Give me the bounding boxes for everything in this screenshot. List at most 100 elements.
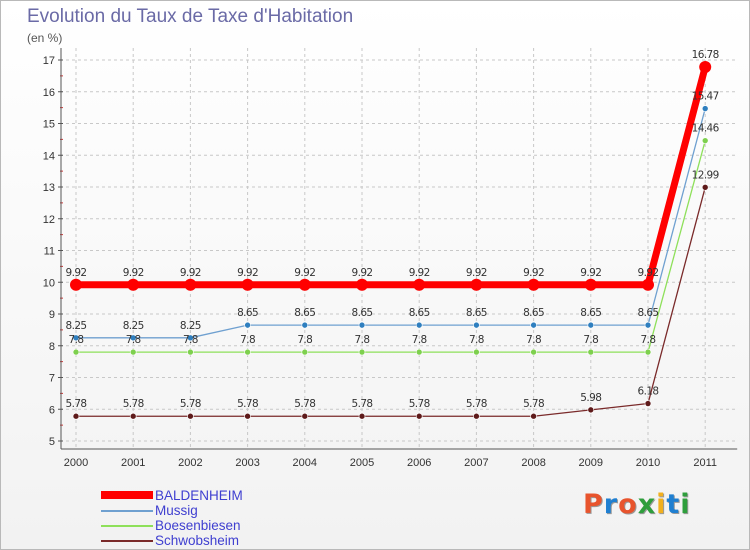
data-point-boesenbiesen bbox=[530, 348, 537, 356]
data-label-boesenbiesen: 14.46 bbox=[692, 123, 720, 135]
data-point-boesenbiesen bbox=[244, 348, 251, 356]
data-label-boesenbiesen: 7.8 bbox=[526, 334, 541, 346]
data-label-baldenheim: 16.78 bbox=[692, 49, 719, 61]
data-point-mussig bbox=[72, 334, 80, 342]
data-point-baldenheim bbox=[356, 278, 368, 291]
data-point-boesenbiesen bbox=[129, 348, 137, 356]
brand-letter: i bbox=[680, 489, 691, 520]
legend-swatch bbox=[101, 525, 153, 527]
data-label-schwobsheim: 5.98 bbox=[580, 392, 601, 404]
legend-swatch bbox=[101, 540, 153, 542]
data-point-baldenheim bbox=[642, 278, 654, 291]
series-line-boesenbiesen bbox=[75, 139, 706, 353]
x-tick-label: 2010 bbox=[636, 457, 660, 469]
data-point-baldenheim bbox=[70, 278, 82, 291]
data-point-baldenheim bbox=[470, 278, 483, 291]
data-point-mussig bbox=[301, 321, 309, 329]
y-tick-label: 11 bbox=[44, 246, 55, 258]
x-tick-label: 2003 bbox=[235, 457, 259, 469]
legend-label: Mussig bbox=[155, 503, 198, 518]
data-point-boesenbiesen bbox=[72, 348, 80, 356]
data-point-schwobsheim bbox=[415, 412, 423, 420]
chart-title: Evolution du Taux de Taxe d'Habitation bbox=[27, 6, 354, 27]
data-point-boesenbiesen bbox=[358, 348, 366, 356]
x-tick-label: 2008 bbox=[521, 457, 545, 469]
data-point-mussig bbox=[415, 321, 423, 329]
data-label-baldenheim: 9.92 bbox=[466, 267, 487, 279]
data-label-schwobsheim: 5.78 bbox=[237, 398, 258, 410]
legend-swatch bbox=[101, 491, 153, 499]
data-label-baldenheim: 9.92 bbox=[523, 267, 544, 279]
y-tick-label: 8 bbox=[49, 341, 55, 353]
data-point-mussig bbox=[473, 321, 480, 329]
series-lines bbox=[70, 60, 712, 420]
data-label-schwobsheim: 12.99 bbox=[692, 169, 719, 181]
data-label-mussig: 8.65 bbox=[237, 307, 258, 319]
data-label-baldenheim: 9.92 bbox=[638, 267, 659, 279]
data-label-baldenheim: 9.92 bbox=[237, 267, 258, 279]
brand-letter: P bbox=[583, 489, 604, 520]
data-point-baldenheim bbox=[298, 278, 311, 291]
data-label-schwobsheim: 5.78 bbox=[466, 398, 487, 410]
data-point-schwobsheim bbox=[644, 400, 652, 407]
y-tick-label: 10 bbox=[43, 277, 55, 289]
data-label-boesenbiesen: 7.8 bbox=[583, 334, 598, 346]
data-label-boesenbiesen: 7.8 bbox=[641, 334, 656, 346]
data-label-schwobsheim: 5.78 bbox=[66, 398, 87, 410]
legend-label: Boesenbiesen bbox=[155, 518, 241, 533]
brand-letter: i bbox=[656, 489, 667, 520]
legend-label: Schwobsheim bbox=[155, 533, 240, 548]
chart-subtitle: (en %) bbox=[27, 31, 63, 45]
data-point-boesenbiesen bbox=[644, 348, 652, 356]
data-point-mussig bbox=[587, 321, 595, 329]
axes: 5 6 7 8 9 10 11 12 13 14 15 16 17 2000 2001 2002 2003 200… bbox=[43, 48, 738, 469]
y-tick-label: 16 bbox=[43, 87, 55, 99]
y-tick-label: 14 bbox=[43, 150, 55, 162]
data-label-mussig: 8.65 bbox=[580, 307, 601, 319]
x-tick-label: 2005 bbox=[350, 457, 374, 469]
data-label-baldenheim: 9.92 bbox=[352, 267, 373, 279]
data-label-mussig: 8.65 bbox=[409, 307, 430, 319]
data-label-mussig: 8.65 bbox=[523, 307, 544, 319]
brand-letter: r bbox=[603, 489, 619, 520]
brand-letter: x bbox=[637, 489, 657, 520]
y-tick-label: 6 bbox=[49, 404, 55, 416]
data-point-baldenheim bbox=[527, 278, 540, 291]
data-point-schwobsheim bbox=[358, 412, 366, 420]
series-line-baldenheim bbox=[72, 63, 709, 289]
brand-letter: t bbox=[666, 489, 681, 520]
data-point-mussig bbox=[244, 321, 251, 329]
x-tick-label: 2002 bbox=[178, 457, 202, 469]
data-label-schwobsheim: 5.78 bbox=[123, 398, 144, 410]
data-point-schwobsheim bbox=[72, 412, 80, 420]
data-label-schwobsheim: 5.78 bbox=[294, 398, 315, 410]
data-point-schwobsheim bbox=[587, 406, 595, 414]
data-point-mussig bbox=[530, 321, 537, 329]
y-tick-label: 7 bbox=[49, 373, 55, 385]
legend-swatch bbox=[101, 510, 153, 512]
data-point-schwobsheim bbox=[129, 412, 137, 420]
data-label-boesenbiesen: 7.8 bbox=[183, 334, 198, 346]
data-label-mussig: 8.65 bbox=[466, 307, 487, 319]
data-label-mussig: 8.65 bbox=[352, 307, 373, 319]
data-label-schwobsheim: 5.78 bbox=[352, 398, 373, 410]
data-point-boesenbiesen bbox=[415, 348, 423, 356]
data-point-schwobsheim bbox=[301, 412, 309, 420]
data-point-schwobsheim bbox=[701, 184, 709, 191]
data-label-baldenheim: 9.92 bbox=[123, 267, 144, 279]
data-point-mussig bbox=[129, 334, 137, 342]
data-label-baldenheim: 9.92 bbox=[66, 267, 87, 279]
data-point-mussig bbox=[187, 334, 194, 342]
x-tick-label: 2000 bbox=[64, 457, 88, 469]
data-point-boesenbiesen bbox=[701, 137, 709, 144]
data-label-boesenbiesen: 7.8 bbox=[126, 334, 141, 346]
data-point-schwobsheim bbox=[187, 412, 194, 420]
data-point-schwobsheim bbox=[530, 412, 537, 420]
data-point-schwobsheim bbox=[473, 412, 480, 420]
data-label-schwobsheim: 5.78 bbox=[523, 398, 544, 410]
data-point-boesenbiesen bbox=[473, 348, 480, 356]
data-label-mussig: 8.25 bbox=[123, 320, 144, 332]
data-point-baldenheim bbox=[184, 278, 197, 291]
data-label-boesenbiesen: 7.8 bbox=[297, 334, 312, 346]
